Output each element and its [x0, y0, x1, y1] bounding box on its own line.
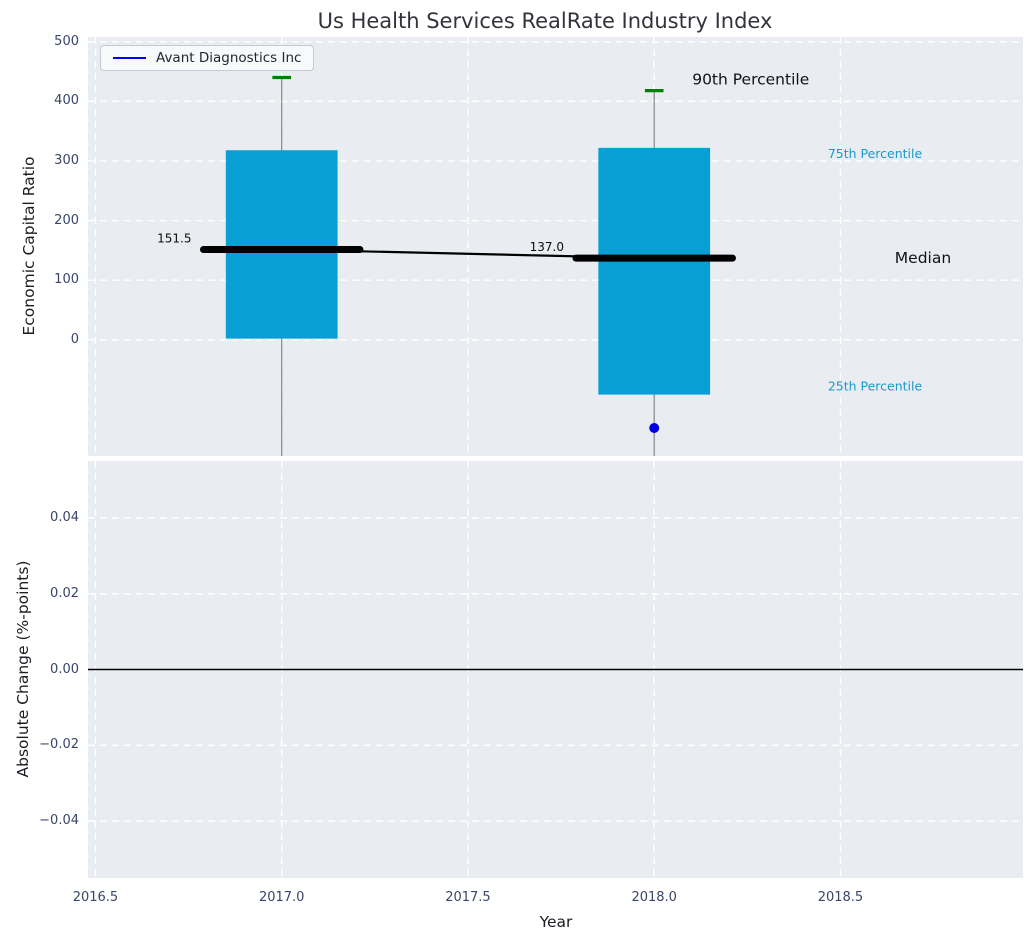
annotation-median: Median [895, 249, 951, 267]
interquartile-bar [598, 147, 711, 395]
legend: Avant Diagnostics Inc [100, 45, 315, 71]
top-y-tick-label: 200 [54, 212, 79, 228]
top-y-tick-label: 300 [54, 152, 79, 168]
legend-label: Avant Diagnostics Inc [156, 50, 302, 66]
chart-title: Us Health Services RealRate Industry Ind… [317, 9, 773, 33]
annotation-25th-percentile: 25th Percentile [828, 379, 923, 394]
median-value-label: 151.5 [157, 231, 191, 245]
bottom-y-tick-label: 0.00 [50, 661, 79, 677]
bottom-y-tick-label: 0.04 [50, 509, 79, 525]
top-y-tick-label: 100 [54, 272, 79, 288]
top-axes: Avant Diagnostics Inc 151.5 137.0 90th Per… [88, 37, 1023, 456]
annotation-90th-percentile: 90th Percentile [692, 71, 809, 89]
bottom-axes [88, 461, 1023, 878]
x-tick-label: 2018.0 [631, 890, 677, 905]
x-axis-label: Year [539, 913, 573, 931]
interquartile-bar [225, 150, 338, 339]
top-y-tick-label: 400 [54, 93, 79, 109]
legend-line-sample [113, 57, 146, 59]
median-value-label: 137.0 [530, 240, 564, 254]
top-y-tick-label: 0 [70, 331, 79, 347]
bottom-y-tick-label: −0.04 [39, 813, 79, 829]
x-tick-label: 2016.5 [72, 890, 119, 905]
top-plot-canvas: 151.5 137.0 90th Percentile 75th Percentile… [88, 37, 1023, 456]
x-tick-label: 2017.5 [445, 890, 491, 905]
top-y-tick-label: 500 [54, 33, 79, 49]
top-y-axis-label: Economic Capital Ratio [20, 156, 38, 336]
bottom-y-tick-label: −0.02 [39, 737, 79, 753]
bottom-y-tick-label: 0.02 [50, 585, 79, 601]
annotation-75th-percentile: 75th Percentile [828, 146, 923, 161]
company-data-point [649, 422, 660, 433]
bottom-plot-canvas [88, 461, 1023, 878]
x-tick-label: 2017.0 [258, 890, 305, 905]
x-tick-label: 2018.5 [817, 890, 864, 905]
